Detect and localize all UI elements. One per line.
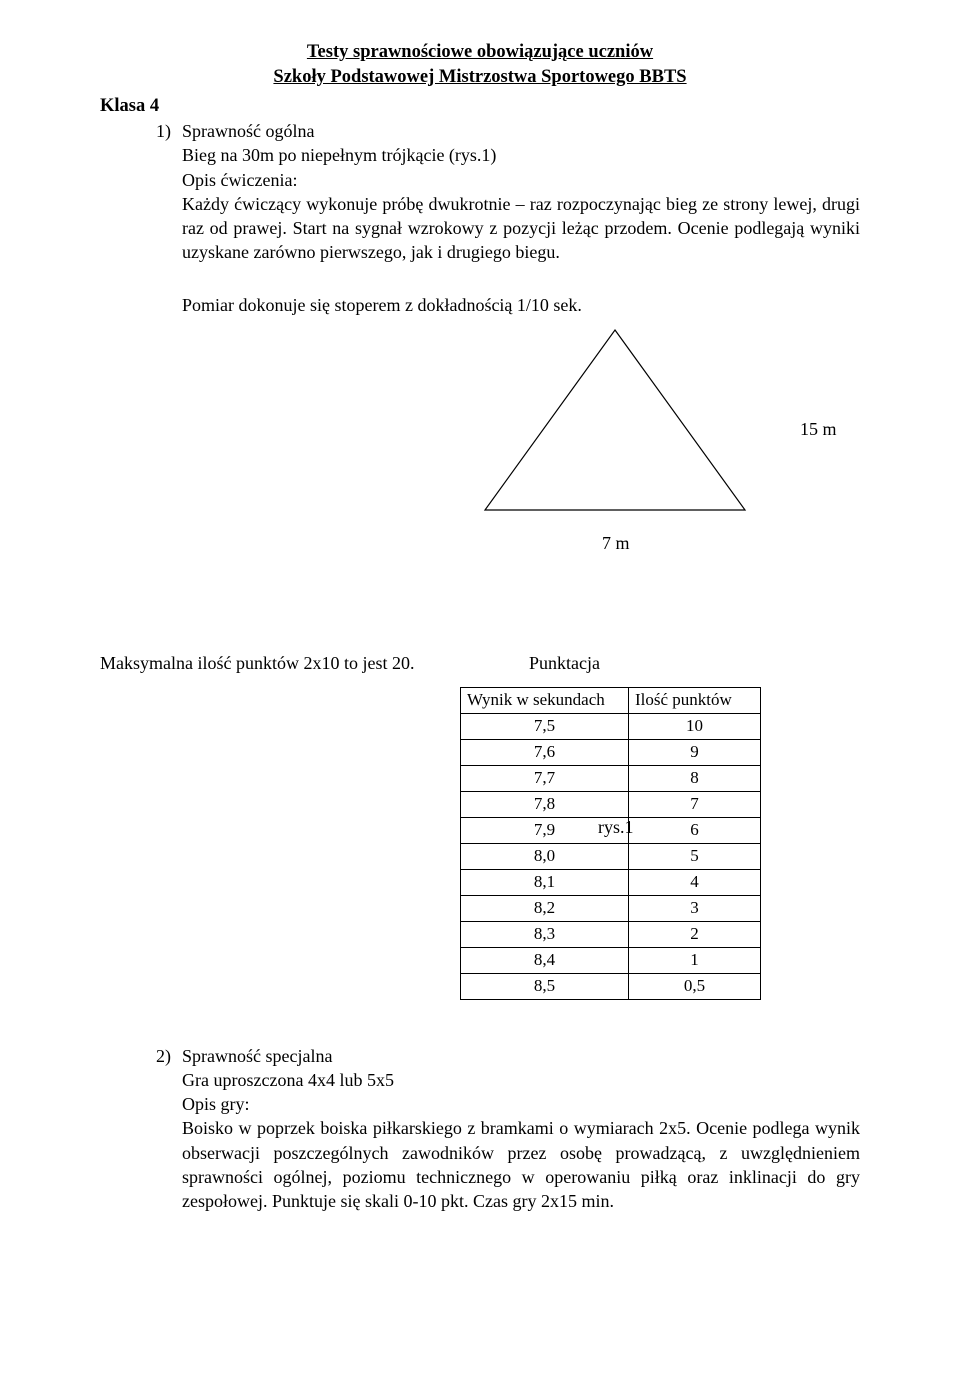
cell-points: 2 [629,921,761,947]
title-line-1: Testy sprawnościowe obowiązujące uczniów [100,40,860,65]
cell-seconds: 8,2 [461,895,629,921]
cell-seconds: 8,4 [461,947,629,973]
cell-points: 6 [629,817,761,843]
triangle-icon [480,325,750,515]
table-row: 8,41 [461,947,761,973]
table-row: 8,14 [461,869,761,895]
cell-seconds: 8,0 [461,843,629,869]
col-header-1: Wynik w sekundach [461,688,629,714]
cell-points: 4 [629,869,761,895]
max-points-row: Maksymalna ilość punktów 2x10 to jest 20… [100,651,860,675]
cell-points: 10 [629,714,761,740]
cell-points: 1 [629,947,761,973]
table-row: 7,87 [461,792,761,818]
cell-seconds: 7,5 [461,714,629,740]
gra-line: Gra uproszczona 4x4 lub 5x5 [182,1068,860,1092]
title-line-2: Szkoły Podstawowej Mistrzostwa Sportoweg… [100,65,860,90]
cell-seconds: 8,1 [461,869,629,895]
cell-points: 0,5 [629,973,761,999]
cell-seconds: 8,5 [461,973,629,999]
opis-text: Każdy ćwiczący wykonuje próbę dwukrotnie… [182,192,860,265]
opis-label: Opis ćwiczenia: [182,168,860,192]
table-row: 8,50,5 [461,973,761,999]
table-row: 8,32 [461,921,761,947]
table-row: 7,78 [461,766,761,792]
cell-points: 3 [629,895,761,921]
table-row: 8,05 [461,843,761,869]
class-label: Klasa 4 [100,94,860,119]
score-table: Wynik w sekundach Ilość punktów 7,5107,6… [460,687,761,999]
section-2-text: Boisko w poprzek boiska piłkarskiego z b… [182,1116,860,1213]
diagram-caption: rys.1 [598,815,634,839]
section-1-title: Sprawność ogólna [182,119,314,143]
section-1-number: 1) [156,119,182,143]
diagram-area: 15 m 7 m [100,325,860,565]
section-2-number: 2) [156,1044,182,1068]
max-points-text: Maksymalna ilość punktów 2x10 to jest 20… [100,651,414,675]
opis-gry-label: Opis gry: [182,1092,860,1116]
section-2-title: Sprawność specjalna [182,1044,332,1068]
pomiar-text: Pomiar dokonuje się stoperem z dokładnoś… [182,293,860,317]
cell-points: 8 [629,766,761,792]
label-15m: 15 m [800,417,837,441]
cell-seconds: 7,8 [461,792,629,818]
cell-points: 9 [629,740,761,766]
table-header-row: Wynik w sekundach Ilość punktów [461,688,761,714]
cell-seconds: 7,6 [461,740,629,766]
section-1: 1) Sprawność ogólna [100,119,860,143]
cell-seconds: 8,3 [461,921,629,947]
table-row: 8,23 [461,895,761,921]
cell-points: 7 [629,792,761,818]
table-row: 7,69 [461,740,761,766]
section-2-body: Gra uproszczona 4x4 lub 5x5 Opis gry: Bo… [100,1068,860,1214]
table-row: 7,510 [461,714,761,740]
punktacja-label: Punktacja [529,651,600,675]
col-header-2: Ilość punktów [629,688,761,714]
section-2: 2) Sprawność specjalna [100,1044,860,1068]
section-1-body: Bieg na 30m po niepełnym trójkącie (rys.… [100,143,860,317]
label-7m: 7 m [602,531,630,555]
cell-seconds: 7,7 [461,766,629,792]
bieg-line: Bieg na 30m po niepełnym trójkącie (rys.… [182,143,860,167]
document-header: Testy sprawnościowe obowiązujące uczniów… [100,40,860,90]
cell-points: 5 [629,843,761,869]
